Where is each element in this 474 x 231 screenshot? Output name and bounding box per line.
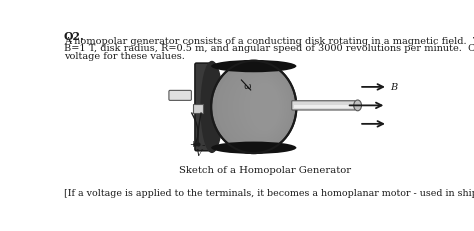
Ellipse shape (249, 83, 280, 132)
Text: [If a voltage is applied to the terminals, it becomes a homoplanar motor - used : [If a voltage is applied to the terminal… (64, 188, 474, 197)
Text: B: B (390, 83, 397, 92)
Text: +: + (189, 140, 196, 149)
Ellipse shape (244, 80, 283, 135)
FancyBboxPatch shape (193, 104, 202, 114)
Text: -: - (201, 139, 204, 149)
Text: Sketch of a Homopolar Generator: Sketch of a Homopolar Generator (179, 165, 351, 174)
Text: Q2.: Q2. (64, 31, 85, 42)
Text: A homopolar generator consists of a conducting disk rotating in a magnetic field: A homopolar generator consists of a cond… (64, 37, 474, 46)
Ellipse shape (211, 61, 296, 153)
Ellipse shape (211, 61, 296, 153)
Text: ω: ω (244, 82, 251, 91)
FancyBboxPatch shape (195, 64, 215, 151)
Ellipse shape (211, 142, 296, 154)
Ellipse shape (222, 68, 292, 147)
FancyBboxPatch shape (292, 101, 356, 110)
Ellipse shape (201, 62, 223, 153)
Bar (294, 106, 353, 108)
Text: V: V (195, 149, 201, 158)
Text: voltage for these values.: voltage for these values. (64, 52, 185, 61)
Ellipse shape (228, 71, 290, 144)
Ellipse shape (233, 74, 287, 141)
Text: B=1 T, disk radius, R=0.5 m, and angular speed of 3000 revolutions per minute.  : B=1 T, disk radius, R=0.5 m, and angular… (64, 44, 474, 53)
Ellipse shape (217, 64, 294, 150)
FancyBboxPatch shape (169, 91, 191, 101)
Ellipse shape (354, 100, 362, 111)
Ellipse shape (211, 61, 296, 73)
Ellipse shape (238, 77, 285, 138)
